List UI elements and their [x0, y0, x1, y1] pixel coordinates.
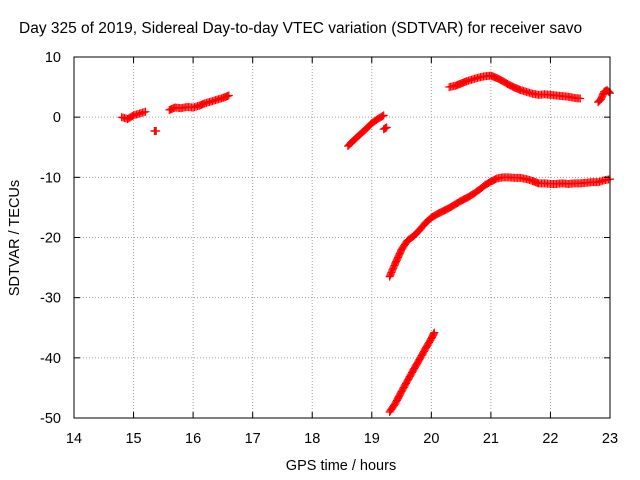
data-point	[141, 107, 150, 116]
y-tick-label: -30	[40, 291, 61, 307]
x-tick-label: 15	[125, 431, 141, 447]
data-point	[152, 127, 161, 136]
data-point	[378, 112, 387, 121]
x-tick-label: 23	[602, 431, 618, 447]
data-point	[576, 94, 585, 103]
y-tick-label: -40	[40, 351, 61, 367]
series-arc-6	[445, 71, 585, 103]
data-point	[605, 88, 614, 97]
series-arc-7	[594, 86, 614, 107]
data-point	[224, 91, 233, 100]
series-arc-4	[343, 111, 388, 151]
data-point	[604, 87, 613, 96]
series-arc-3	[165, 91, 233, 114]
data-point	[380, 124, 389, 133]
y-axis-label: SDTVAR / TECUs	[7, 180, 23, 296]
data-point	[379, 111, 388, 120]
data-point	[381, 123, 390, 132]
y-tick-label: 10	[45, 50, 61, 66]
y-tick-label: 0	[53, 110, 61, 126]
y-tick-label: -20	[40, 231, 61, 247]
x-axis-label: GPS time / hours	[286, 458, 396, 474]
x-tick-label: 22	[542, 431, 558, 447]
x-tick-label: 17	[245, 431, 261, 447]
series-arc-1	[117, 107, 150, 123]
grid-layer	[74, 57, 610, 418]
series-arc-9	[385, 328, 439, 416]
x-tick-label: 19	[364, 431, 380, 447]
x-tick-label: 18	[304, 431, 320, 447]
y-tick-label: -10	[40, 170, 61, 186]
series-arc-2	[150, 127, 161, 136]
y-tick-label: -50	[40, 411, 61, 427]
x-tick-label: 14	[66, 431, 82, 447]
tick-layer: 14 15 16 17 18 19 20 21 22 23 -50 -40 -30 -20 -10 0 10	[40, 50, 618, 447]
series-arc-8	[385, 173, 614, 281]
data-layer	[117, 71, 614, 416]
x-tick-label: 21	[483, 431, 499, 447]
chart-title: Day 325 of 2019, Sidereal Day-to-day VTE…	[19, 20, 582, 37]
x-tick-label: 20	[423, 431, 439, 447]
data-point	[430, 328, 439, 337]
x-tick-label: 16	[185, 431, 201, 447]
series-arc-5	[379, 123, 391, 134]
data-point	[382, 123, 391, 132]
